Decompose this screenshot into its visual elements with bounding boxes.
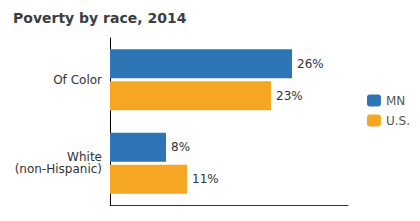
svg-text:White: White <box>67 150 102 165</box>
svg-text:11%: 11% <box>192 172 219 186</box>
svg-text:8%: 8% <box>171 140 190 154</box>
svg-text:U.S.: U.S. <box>386 114 410 128</box>
svg-text:(non-Hispanic): (non-Hispanic) <box>15 162 102 176</box>
svg-text:MN: MN <box>386 94 405 108</box>
svg-text:Poverty by race, 2014: Poverty by race, 2014 <box>13 10 187 26</box>
svg-text:26%: 26% <box>297 57 324 71</box>
svg-text:23%: 23% <box>276 89 303 103</box>
svg-text:Of Color: Of Color <box>53 73 102 87</box>
